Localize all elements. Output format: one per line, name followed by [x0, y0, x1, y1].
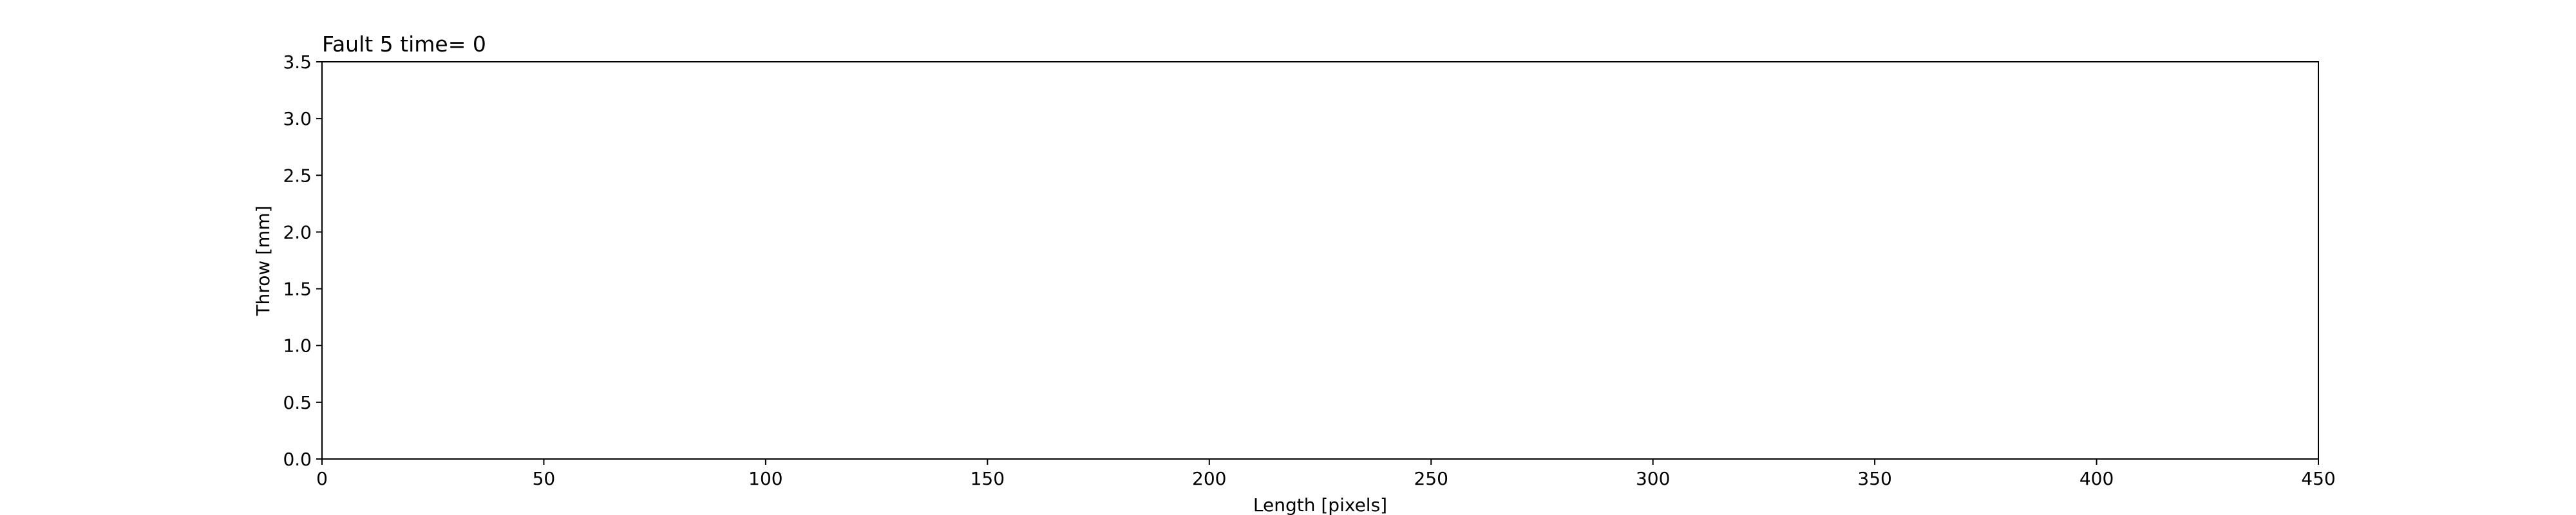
- x-tick-label: 100: [748, 468, 782, 489]
- x-tick-label: 450: [2301, 468, 2335, 489]
- y-tick-label: 0.0: [283, 449, 312, 470]
- x-tick-label: 150: [971, 468, 1005, 489]
- x-tick-label: 300: [1636, 468, 1670, 489]
- y-axis-label: Throw [mm]: [252, 205, 274, 316]
- plot-area: [321, 61, 2319, 460]
- y-axis-ticks: 0.0 0.5 1.0 1.5 2.0 2.5 3.0 3.5: [283, 52, 322, 470]
- x-tick-label: 250: [1414, 468, 1448, 489]
- y-tick-label: 1.0: [283, 335, 312, 357]
- x-tick-label: 350: [1857, 468, 1891, 489]
- y-tick-label: 3.5: [283, 52, 312, 73]
- x-tick-label: 50: [533, 468, 556, 489]
- y-tick-label: 3.0: [283, 108, 312, 129]
- y-tick-label: 0.5: [283, 392, 312, 413]
- x-tick-label: 400: [2079, 468, 2114, 489]
- x-tick-label: 200: [1192, 468, 1226, 489]
- y-tick-label: 2.0: [283, 221, 312, 243]
- x-tick-label: 0: [316, 468, 328, 489]
- x-axis-label: Length [pixels]: [1253, 494, 1387, 515]
- x-axis-ticks: 0 50 100 150 200 250 300 350 400 450: [316, 459, 2336, 489]
- y-tick-label: 2.5: [283, 165, 312, 186]
- chart-title: Fault 5 time= 0: [322, 32, 486, 57]
- y-tick-label: 1.5: [283, 279, 312, 300]
